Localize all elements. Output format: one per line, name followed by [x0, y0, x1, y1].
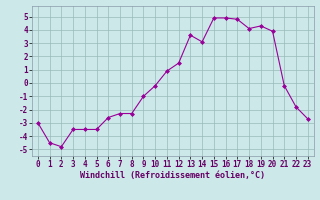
X-axis label: Windchill (Refroidissement éolien,°C): Windchill (Refroidissement éolien,°C) [80, 171, 265, 180]
